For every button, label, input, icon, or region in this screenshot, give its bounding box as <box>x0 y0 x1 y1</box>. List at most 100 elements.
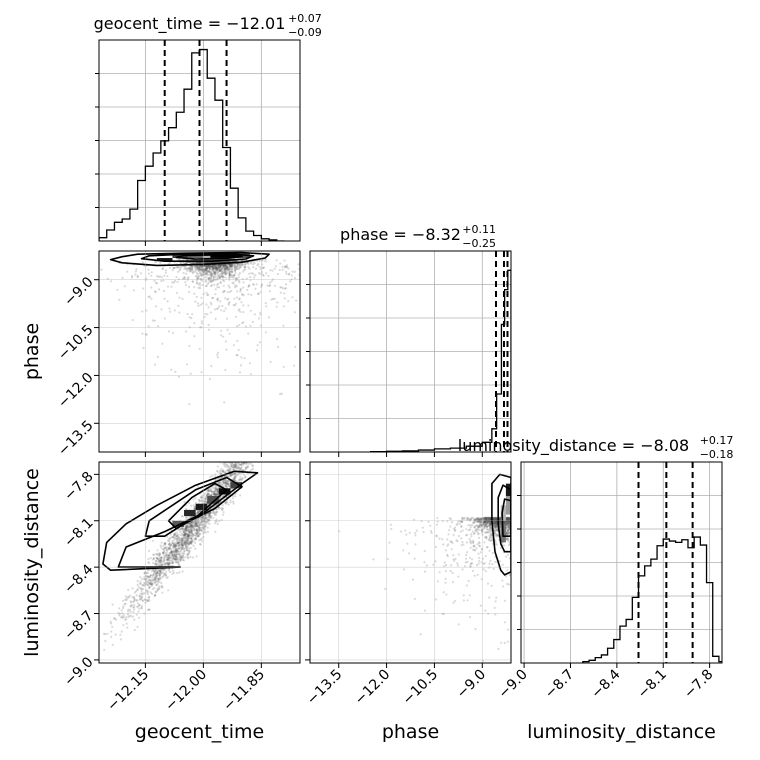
sample-point <box>184 541 187 544</box>
sample-point <box>238 479 241 482</box>
sample-point <box>233 478 236 481</box>
sample-point <box>238 457 240 459</box>
sample-point <box>178 311 181 314</box>
sample-point <box>205 515 208 518</box>
sample-point <box>213 265 216 268</box>
sample-point <box>189 268 192 271</box>
sample-point <box>150 286 153 289</box>
sample-point <box>210 265 213 268</box>
sample-point <box>195 531 198 534</box>
sample-point <box>133 597 136 600</box>
sample-point <box>186 277 189 280</box>
sample-point <box>214 504 217 508</box>
sample-point <box>290 274 293 277</box>
sample-point <box>206 267 209 270</box>
sample-point <box>187 526 190 529</box>
sample-point <box>238 297 241 300</box>
sample-point <box>177 265 180 268</box>
sample-point <box>214 317 217 320</box>
sample-point <box>488 524 491 528</box>
sample-point <box>162 569 165 572</box>
sample-point <box>196 261 199 264</box>
sample-point <box>223 280 226 283</box>
sample-point <box>176 533 179 536</box>
sample-point <box>478 542 481 545</box>
sample-point <box>279 291 282 294</box>
sample-point <box>191 268 194 271</box>
sample-point <box>158 556 161 559</box>
histogram-phase <box>369 269 511 452</box>
sample-point <box>161 548 164 551</box>
sample-point <box>181 527 184 530</box>
sample-point <box>130 604 134 607</box>
sample-point <box>221 470 225 474</box>
sample-point <box>236 262 239 265</box>
sample-point <box>152 579 155 582</box>
sample-point <box>150 578 153 581</box>
sample-point <box>198 268 201 271</box>
sample-point <box>210 515 213 518</box>
sample-point <box>179 555 182 558</box>
sample-point <box>507 524 510 527</box>
sample-point <box>172 555 175 559</box>
sample-point <box>236 339 239 342</box>
sample-point <box>208 513 211 517</box>
sample-point <box>495 543 498 546</box>
sample-point <box>182 529 185 532</box>
sample-point <box>285 270 288 273</box>
sample-point <box>154 563 157 566</box>
sample-point <box>208 267 211 270</box>
sample-point <box>176 557 179 561</box>
sample-point <box>146 569 150 572</box>
sample-point <box>196 529 199 532</box>
sample-point <box>507 517 510 521</box>
sample-point <box>482 562 485 566</box>
sample-point <box>167 546 170 549</box>
sample-point <box>188 542 191 546</box>
sample-point <box>131 275 134 278</box>
sample-point <box>228 265 231 268</box>
sample-point <box>507 517 510 520</box>
sample-point <box>185 532 188 535</box>
sample-point <box>187 526 190 529</box>
sample-point <box>205 261 208 264</box>
sample-point <box>508 529 511 532</box>
sample-point <box>257 263 260 266</box>
sample-point <box>169 561 172 565</box>
sample-point <box>154 572 157 576</box>
sample-point <box>500 641 503 644</box>
sample-point <box>177 556 181 559</box>
sample-point <box>136 588 139 591</box>
sample-point <box>157 585 161 588</box>
sample-point <box>188 267 191 270</box>
sample-point <box>215 266 218 269</box>
sample-point <box>209 311 212 314</box>
sample-point <box>164 552 167 555</box>
sample-point <box>488 528 491 532</box>
sample-point <box>196 277 199 280</box>
sample-point <box>505 516 508 519</box>
sample-point <box>209 264 212 267</box>
sample-point <box>183 267 186 270</box>
sample-point <box>199 261 202 265</box>
sample-point <box>180 540 183 543</box>
sample-point <box>211 272 214 275</box>
sample-point <box>135 599 138 602</box>
sample-point <box>484 570 487 573</box>
sample-point <box>244 263 247 266</box>
sample-point <box>220 274 224 277</box>
sample-point <box>179 547 182 550</box>
sample-point <box>189 540 193 543</box>
sample-point <box>220 272 224 275</box>
sample-point <box>213 492 216 495</box>
sample-point <box>157 578 160 581</box>
sample-point <box>261 273 264 276</box>
sample-point <box>159 572 162 575</box>
sample-point <box>215 508 219 511</box>
sample-point <box>207 277 210 280</box>
sample-point <box>243 474 246 477</box>
sample-point <box>106 632 109 636</box>
sample-point <box>294 345 297 348</box>
sample-point <box>151 319 155 322</box>
sample-point <box>147 295 150 299</box>
